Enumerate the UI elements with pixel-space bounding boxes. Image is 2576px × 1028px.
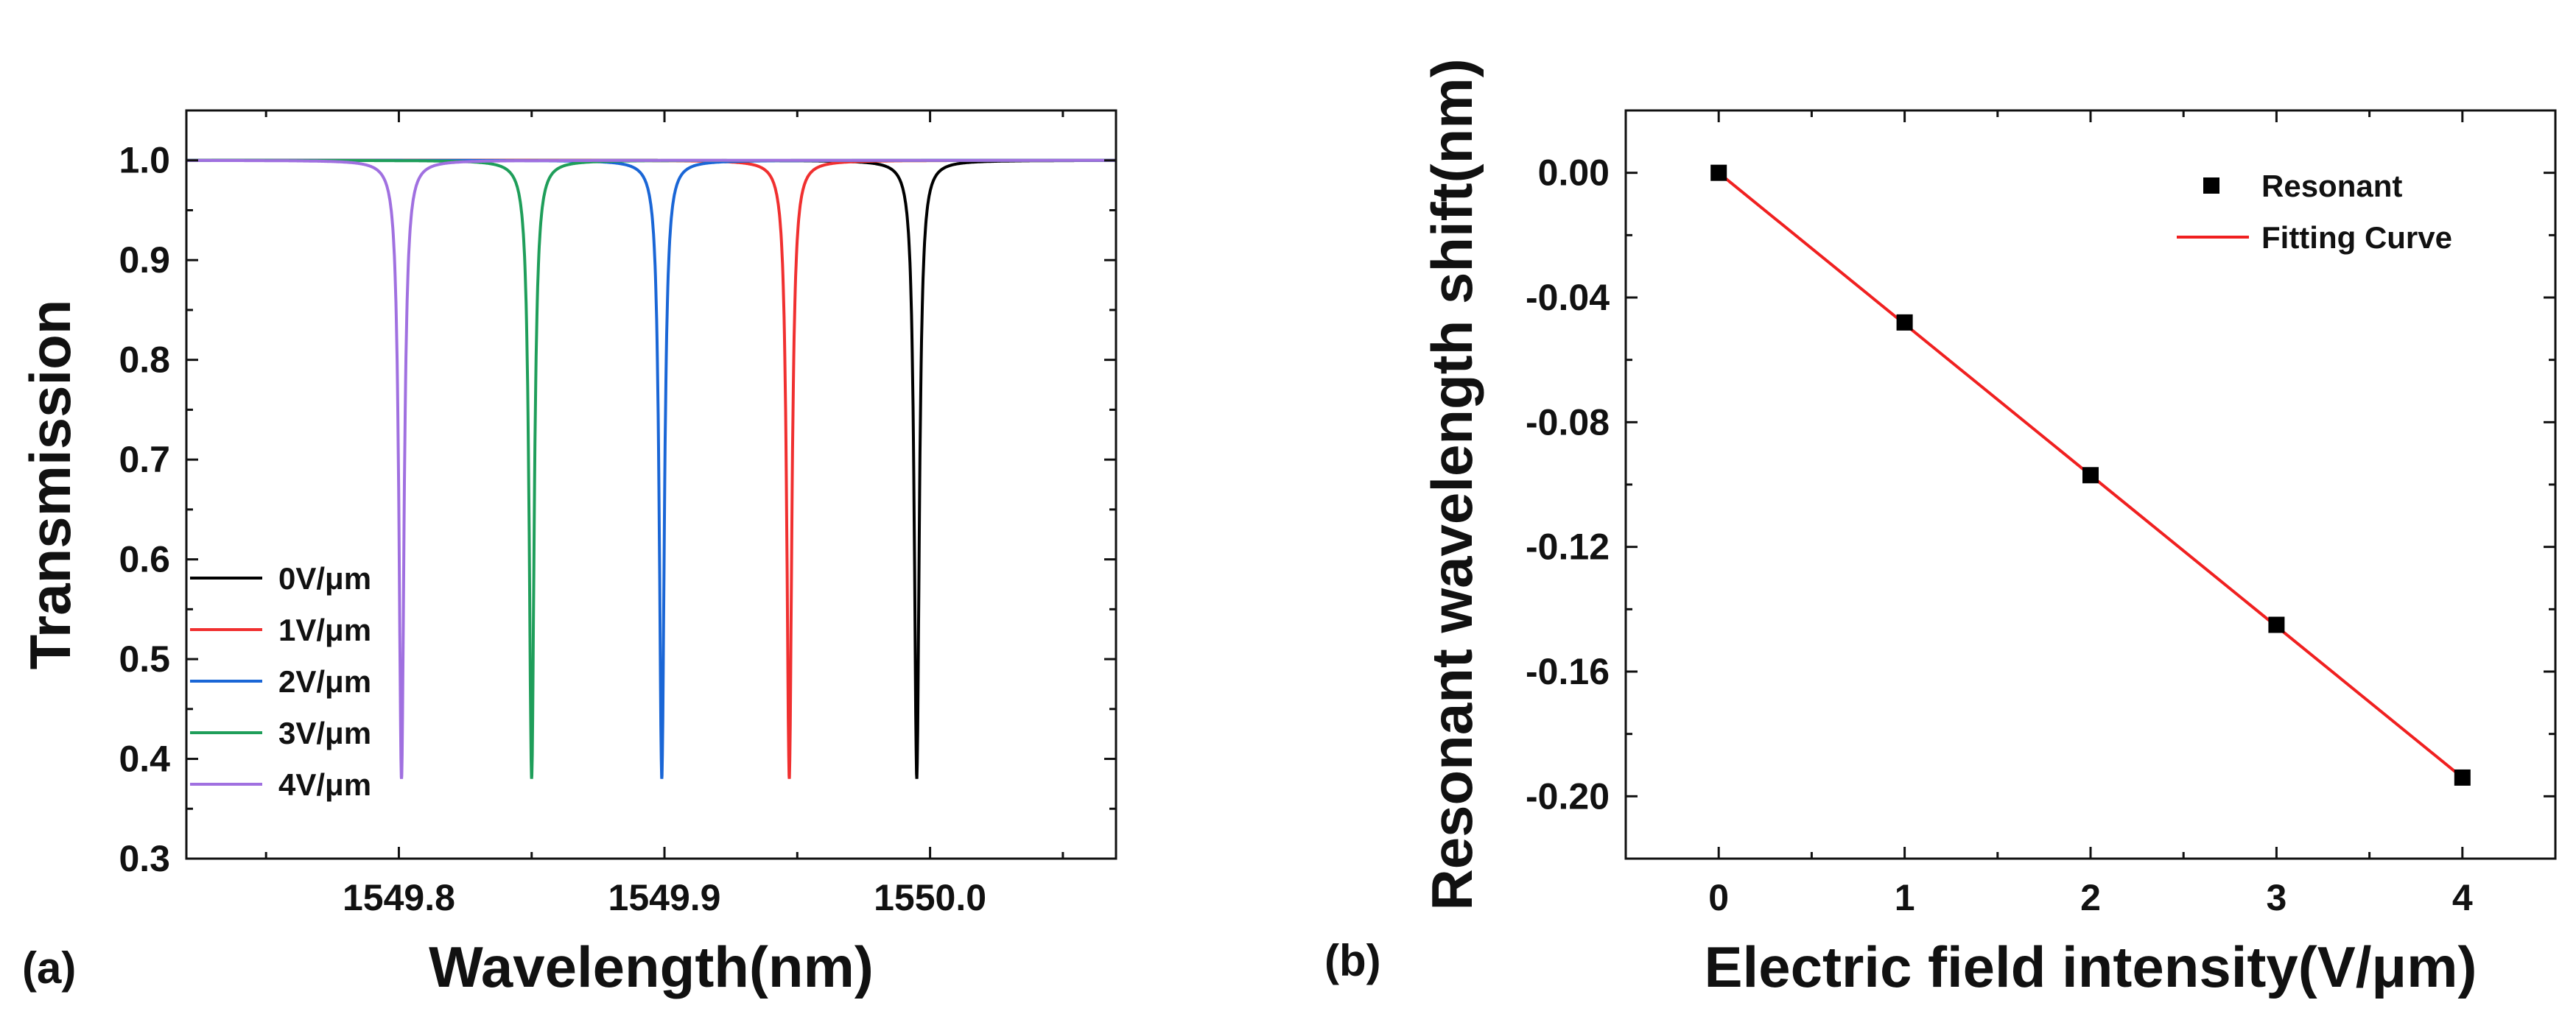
panel-b-xlabel: Electric field intensity(V/μm) bbox=[1705, 934, 2477, 999]
panel-b-label: (b) bbox=[1324, 936, 1381, 985]
panel-b-xtick-label: 4 bbox=[2452, 877, 2473, 918]
panel-b-ytick-label: -0.16 bbox=[1526, 651, 1610, 692]
series-line-4v-m bbox=[186, 158, 1116, 779]
panel-a-series-lines bbox=[186, 158, 1116, 779]
panel-b-xtick-label: 0 bbox=[1708, 877, 1729, 918]
panel-b-markers bbox=[1710, 164, 2471, 786]
panel-a-ytick-label: 0.5 bbox=[119, 638, 170, 680]
panel-a-legend: 0V/μm 1V/μm 2V/μm 3V/μm 4V/μm bbox=[190, 561, 371, 802]
panel-b-legend: Resonant Fitting Curve bbox=[2177, 169, 2452, 255]
panel-a-ticks: 1549.8 1549.9 1550.0 0.3 0.4 0.5 0.6 0.7 0.8 0.9 1… bbox=[119, 110, 1116, 918]
panel-a-ytick-label: 0.7 bbox=[119, 439, 170, 480]
legend-swatch-resonant bbox=[2203, 177, 2219, 194]
panel-a-xtick-label: 1549.9 bbox=[608, 877, 721, 918]
panel-b-ticks: 0 1 2 3 4 0.00 -0.04 -0.08 -0.12 -0.16 -0.20 bbox=[1526, 110, 2555, 918]
panel-a-ytick-label: 0.6 bbox=[119, 539, 170, 580]
panel-b-ylabel: Resonant wavelength shift(nm) bbox=[1419, 58, 1484, 910]
data-point-resonant bbox=[2268, 616, 2285, 633]
panel-a-label: (a) bbox=[22, 943, 76, 993]
legend-label-resonant: Resonant bbox=[2261, 169, 2402, 203]
panel-a-ytick-label: 0.4 bbox=[119, 739, 170, 780]
panel-b-xtick-label: 1 bbox=[1895, 877, 1915, 918]
panel-b-ytick-label: -0.04 bbox=[1526, 277, 1610, 318]
panel-b-ytick-label: -0.20 bbox=[1526, 775, 1610, 817]
panel-b-xtick-label: 2 bbox=[2080, 877, 2101, 918]
panel-b: 0 1 2 3 4 0.00 -0.04 -0.08 -0.12 -0.16 -0.20 Reson… bbox=[1324, 58, 2557, 999]
panel-a-ytick-label: 0.8 bbox=[119, 339, 170, 381]
panel-a: 1549.8 1549.9 1550.0 0.3 0.4 0.5 0.6 0.7 0.8 0.9 1… bbox=[18, 109, 1117, 999]
legend-label-4v-m: 4V/μm bbox=[278, 767, 371, 802]
legend-label-1v-m: 1V/μm bbox=[278, 613, 371, 647]
data-point-resonant bbox=[2082, 467, 2099, 484]
panel-b-xtick-label: 3 bbox=[2266, 877, 2287, 918]
panel-a-xtick-label: 1550.0 bbox=[874, 877, 986, 918]
panel-b-ytick-label: -0.12 bbox=[1526, 527, 1610, 568]
panel-a-xlabel: Wavelength(nm) bbox=[429, 934, 874, 999]
panel-b-ytick-label: -0.08 bbox=[1526, 401, 1610, 443]
legend-label-2v-m: 2V/μm bbox=[278, 664, 371, 699]
panel-a-plot-frame bbox=[185, 109, 1117, 860]
panel-a-ylabel: Transmission bbox=[18, 300, 83, 670]
panel-a-ytick-label: 0.3 bbox=[119, 838, 170, 879]
legend-label-fitting-curve: Fitting Curve bbox=[2261, 220, 2452, 255]
legend-label-0v-m: 0V/μm bbox=[278, 561, 371, 596]
panel-a-ytick-label: 0.9 bbox=[119, 239, 170, 281]
panel-a-ytick-label: 1.0 bbox=[119, 140, 170, 181]
data-point-resonant bbox=[1710, 164, 1727, 181]
data-point-resonant bbox=[1896, 314, 1913, 331]
data-point-resonant bbox=[2454, 769, 2471, 786]
legend-label-3v-m: 3V/μm bbox=[278, 716, 371, 750]
panel-b-ytick-label: 0.00 bbox=[1538, 152, 1610, 194]
panel-a-xtick-label: 1549.8 bbox=[343, 877, 455, 918]
